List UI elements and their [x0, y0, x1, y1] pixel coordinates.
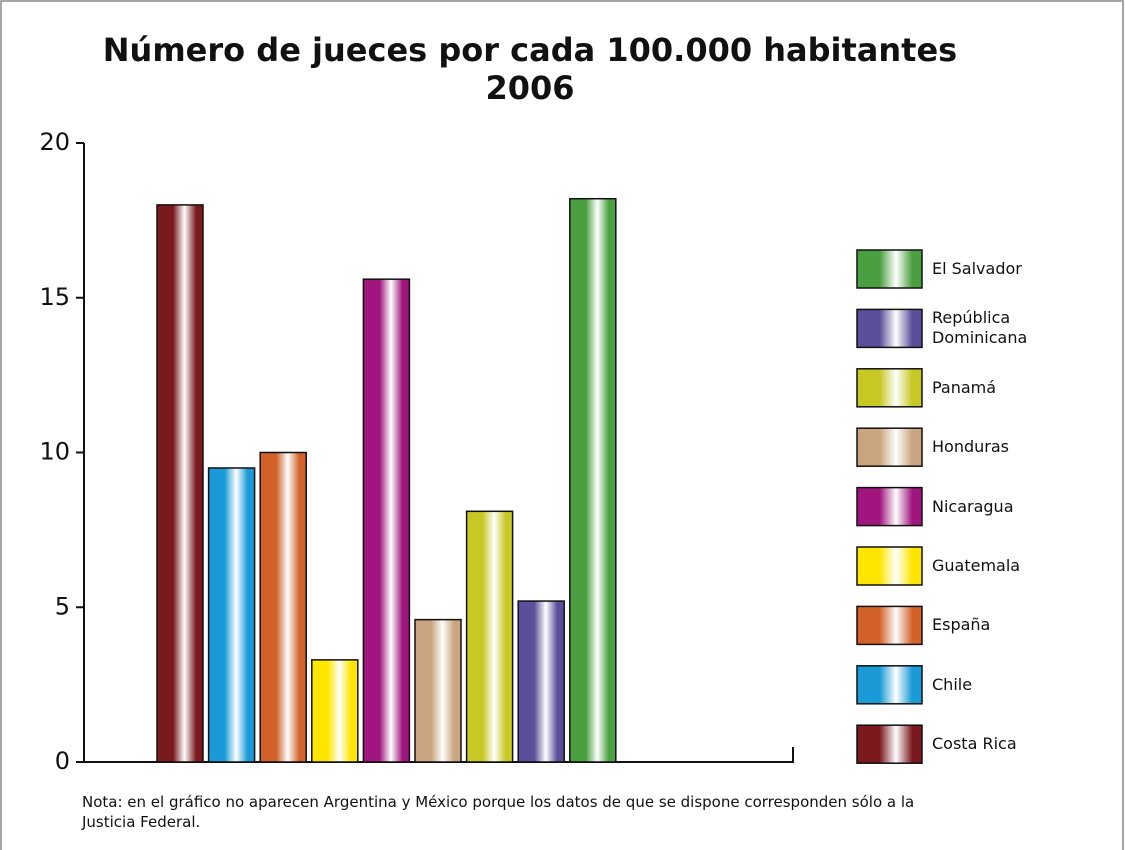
legend-swatch: [856, 427, 923, 467]
legend-swatch: [856, 368, 923, 408]
bar: [569, 197, 617, 763]
y-tick-label: 15: [39, 283, 70, 311]
y-tick-label: 10: [39, 438, 70, 466]
legend-label: Chile: [932, 674, 973, 694]
legend-label: Nicaragua: [932, 496, 1014, 516]
legend-label: Guatemala: [932, 556, 1021, 575]
bar: [517, 600, 565, 763]
legend-swatch: [856, 665, 923, 705]
legend-swatch: [856, 546, 923, 586]
chart-subtitle: 2006: [485, 69, 574, 107]
legend-swatch: [856, 486, 923, 527]
y-tick-label: 5: [55, 592, 70, 620]
bar: [311, 659, 359, 763]
bar: [259, 451, 307, 763]
legend-label: Costa Rica: [932, 734, 1017, 754]
legend-label: España: [932, 615, 991, 635]
legend-label: Honduras: [932, 437, 1009, 457]
note: Nota: en el gráfico no aparecen Argentin…: [82, 793, 915, 831]
bar: [465, 510, 514, 763]
bar: [414, 618, 462, 763]
legend-label: El Salvador: [932, 259, 1022, 278]
y-tick-label: 20: [39, 128, 70, 156]
y-tick-label: 0: [55, 747, 70, 775]
legend-swatch: [856, 249, 923, 289]
legend-swatch: [856, 605, 923, 646]
chart-title: Número de jueces por cada 100.000 habita…: [103, 31, 957, 69]
legend-label: República Dominicana: [932, 308, 1028, 348]
bar: [207, 467, 256, 763]
legend-swatch: [856, 724, 923, 764]
bar: [156, 204, 204, 763]
legend-swatch: [856, 308, 923, 349]
bar: [362, 278, 411, 763]
legend-label: Panamá: [932, 377, 997, 397]
